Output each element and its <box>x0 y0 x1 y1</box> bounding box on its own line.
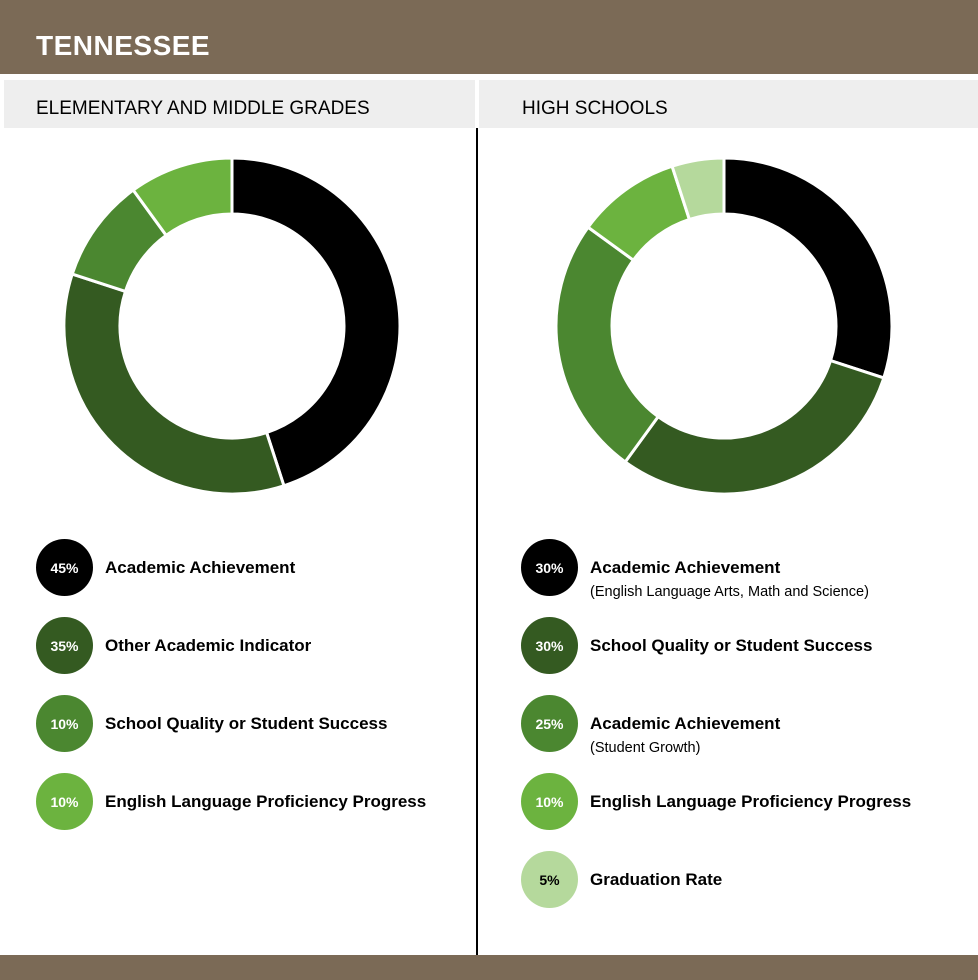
donut-slice-3 <box>554 225 661 465</box>
legend-percent-badge: 25% <box>521 695 578 752</box>
page-title: TENNESSEE <box>36 30 211 61</box>
legend-percent-badge: 10% <box>36 773 93 830</box>
legend-percent-badge: 10% <box>521 773 578 830</box>
section-title-elementary: ELEMENTARY AND MIDDLE GRADES <box>36 98 370 119</box>
donut-slice-1 <box>230 156 402 488</box>
legend-label: Academic Achievement <box>590 558 781 577</box>
donut-slice-1 <box>722 156 894 380</box>
legend-percent-badge: 35% <box>36 617 93 674</box>
donut-slice-2 <box>62 272 286 496</box>
legend-label: English Language Proficiency Progress <box>105 792 427 811</box>
footer-bar <box>0 955 978 980</box>
legend-label: Graduation Rate <box>590 870 723 889</box>
legend-label: English Language Proficiency Progress <box>590 792 912 811</box>
legend-sublabel: (Student Growth) <box>590 740 701 756</box>
legend-percent-badge: 45% <box>36 539 93 596</box>
donut-chart-high-schools <box>554 156 894 496</box>
legend-sublabel: (English Language Arts, Math and Science… <box>590 584 869 600</box>
donut-chart-elementary <box>62 156 402 496</box>
section-header-elementary: ELEMENTARY AND MIDDLE GRADES <box>4 80 475 128</box>
donut-slice-4 <box>131 156 234 238</box>
section-header-high-schools: HIGH SCHOOLS <box>479 80 978 128</box>
legend-label: School Quality or Student Success <box>590 636 873 655</box>
legend-percent-badge: 30% <box>521 539 578 596</box>
legend-percent-badge: 30% <box>521 617 578 674</box>
donut-slice-2 <box>623 358 886 496</box>
section-title-high-schools: HIGH SCHOOLS <box>522 98 668 119</box>
legend-percent-badge: 10% <box>36 695 93 752</box>
legend-percent-badge: 5% <box>521 851 578 908</box>
legend-label: Academic Achievement <box>590 714 781 733</box>
legend-label: Other Academic Indicator <box>105 636 312 655</box>
legend-label: School Quality or Student Success <box>105 714 388 733</box>
column-divider <box>476 128 478 955</box>
legend-label: Academic Achievement <box>105 558 296 577</box>
header-bar: TENNESSEE <box>0 0 978 74</box>
donut-slice-5 <box>670 156 726 222</box>
